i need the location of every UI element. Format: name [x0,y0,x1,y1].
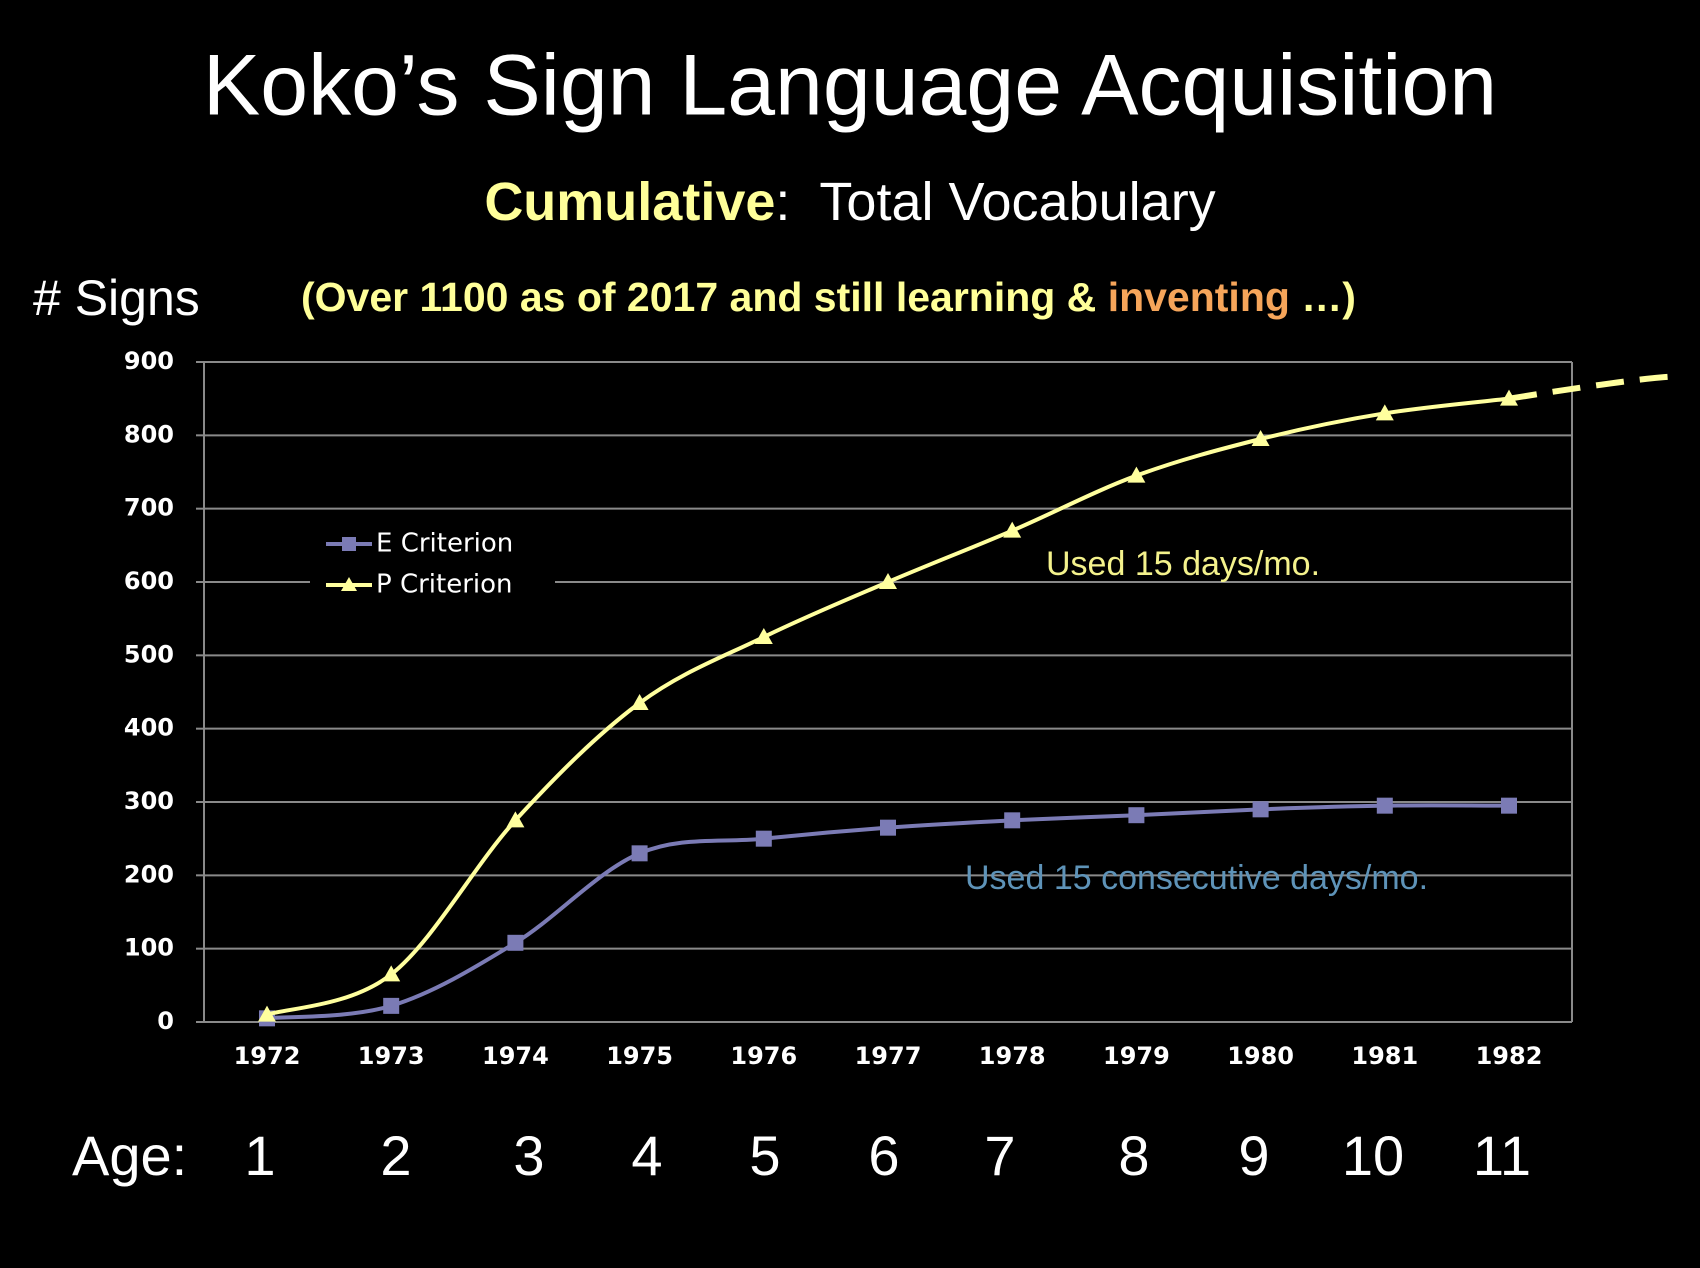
point-marker [1128,807,1145,824]
y-tick-label: 600 [124,567,174,595]
subtitle-highlight: Cumulative [484,172,775,232]
x-tick-label: 1979 [1103,1042,1170,1070]
subtitle-rest: : Total Vocabulary [775,172,1215,232]
y-tick-label: 900 [124,347,174,375]
age-value: 8 [1118,1124,1149,1187]
x-tick-label: 1981 [1351,1042,1418,1070]
legend-marker [341,577,357,591]
y-axis-label: # Signs [33,270,200,326]
point-marker [506,811,525,828]
y-tick-label: 400 [124,714,174,742]
note-text: …) [1290,274,1356,320]
x-tick-label: 1980 [1227,1042,1294,1070]
y-tick-label: 100 [124,934,174,962]
point-marker [880,819,896,836]
point-marker [754,628,773,644]
x-tick-label: 1974 [482,1042,549,1070]
x-tick-label: 1976 [730,1042,797,1070]
series-line [266,396,1510,1017]
x-tick-label: 1978 [979,1042,1046,1070]
x-tick-label: 1972 [234,1042,301,1070]
age-value: 11 [1473,1124,1531,1187]
point-marker [879,573,897,589]
point-marker [1127,466,1146,483]
note-highlight: inventing [1108,274,1290,320]
age-value: 3 [513,1124,544,1187]
y-tick-label: 500 [124,640,174,668]
y-tick-label: 0 [157,1007,174,1035]
point-marker [630,694,649,710]
point-marker [1003,521,1022,538]
age-value: 10 [1342,1124,1404,1187]
chart-title: Koko’s Sign Language Acquisition [203,38,1497,134]
point-marker [507,934,524,951]
point-marker [755,830,772,847]
age-value: 6 [868,1124,899,1187]
point-marker [1004,812,1021,829]
x-tick-label: 1977 [855,1042,922,1070]
annotation: Used 15 consecutive days/mo. [965,859,1428,897]
plot-area: 0 100 200 300 400 500 600 700 800 900 1972 1973 1974… [124,347,1683,1070]
y-tick-label: 700 [124,494,174,522]
note-text: (Over 1100 as of 2017 and still learning… [301,274,1108,320]
point-marker [631,845,648,862]
x-tick-label: 1973 [358,1042,425,1070]
age-value: 2 [380,1124,411,1187]
point-marker [382,965,401,982]
age-value: 4 [631,1124,662,1187]
y-tick-label: 200 [124,860,174,888]
point-marker [1501,797,1517,814]
age-label: Age: [72,1124,187,1187]
y-tick-label: 300 [124,787,174,815]
point-marker [1375,404,1394,421]
note: (Over 1100 as of 2017 and still learning… [301,274,1356,320]
legend-marker [342,537,356,551]
point-marker [1251,430,1270,446]
age-value: 7 [984,1124,1015,1187]
age-value: 9 [1238,1124,1269,1187]
point-marker [1376,797,1393,814]
point-marker [383,997,400,1014]
age-value: 5 [749,1124,780,1187]
point-marker [258,1005,276,1022]
x-tick-label: 1982 [1476,1042,1543,1070]
y-tick-label: 800 [124,420,174,448]
annotation: Used 15 days/mo. [1046,545,1320,583]
subtitle: Cumulative: Total Vocabulary [484,172,1215,232]
age-value: 1 [244,1124,275,1187]
legend-label: P Criterion [376,570,513,600]
legend-label: E Criterion [376,529,513,559]
point-marker [1252,801,1269,818]
x-tick-label: 1975 [606,1042,673,1070]
